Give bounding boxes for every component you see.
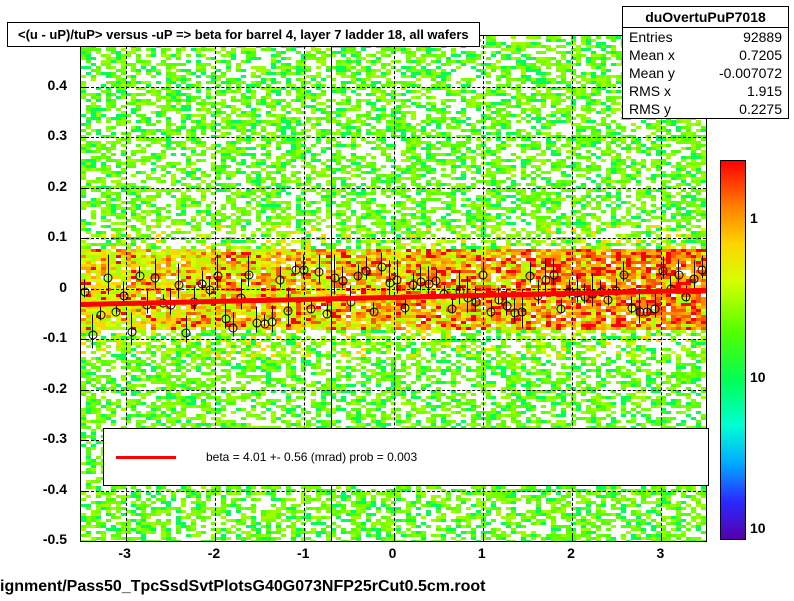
legend-box: beta = 4.01 +- 0.56 (mrad) prob = 0.003	[103, 428, 709, 486]
rmsx-value: 1.915	[747, 83, 782, 99]
meanx-label: Mean x	[629, 47, 675, 63]
y-axis-labels: -0.5-0.4-0.3-0.2-0.100.10.20.30.40.5	[0, 35, 75, 540]
plot-area: beta = 4.01 +- 0.56 (mrad) prob = 0.003	[80, 35, 707, 542]
legend-text: beta = 4.01 +- 0.56 (mrad) prob = 0.003	[206, 450, 417, 464]
colorbar-tick-label: 1	[750, 210, 758, 226]
source-file-text: ignment/Pass50_TpcSsdSvtPlotsG40G073NFP2…	[0, 578, 486, 596]
stats-box: duOvertuPuP7018 Entries 92889 Mean x 0.720…	[622, 6, 789, 119]
meany-label: Mean y	[629, 65, 675, 81]
y-tick-label: 0.1	[7, 228, 67, 244]
y-tick-label: -0.2	[7, 380, 67, 396]
rmsy-value: 0.2275	[739, 101, 782, 117]
x-tick-label: -2	[199, 545, 229, 561]
y-tick-label: 0.2	[7, 178, 67, 194]
x-tick-label: 2	[556, 545, 586, 561]
x-tick-label: 0	[378, 545, 408, 561]
rmsy-label: RMS y	[629, 101, 671, 117]
y-tick-label: 0	[7, 279, 67, 295]
y-tick-label: 0.4	[7, 77, 67, 93]
colorbar-tick-label: 10	[750, 369, 766, 385]
y-tick-label: -0.3	[7, 430, 67, 446]
y-tick-label: -0.5	[7, 531, 67, 547]
x-tick-label: 3	[645, 545, 675, 561]
stats-name: duOvertuPuP7018	[623, 7, 788, 28]
legend-line-sample	[116, 456, 176, 459]
meany-value: -0.007072	[719, 65, 782, 81]
entries-label: Entries	[629, 29, 673, 45]
x-tick-label: -1	[288, 545, 318, 561]
y-tick-label: -0.4	[7, 481, 67, 497]
x-tick-label: 1	[467, 545, 497, 561]
y-tick-label: 0.3	[7, 127, 67, 143]
chart-title: <(u - uP)/tuP> versus -uP => beta for ba…	[7, 22, 480, 47]
meanx-value: 0.7205	[739, 47, 782, 63]
rmsx-label: RMS x	[629, 83, 671, 99]
y-tick-label: -0.1	[7, 329, 67, 345]
colorbar	[720, 160, 746, 540]
entries-value: 92889	[743, 29, 782, 45]
colorbar-tick-label: 10	[750, 520, 766, 536]
x-tick-label: -3	[110, 545, 140, 561]
